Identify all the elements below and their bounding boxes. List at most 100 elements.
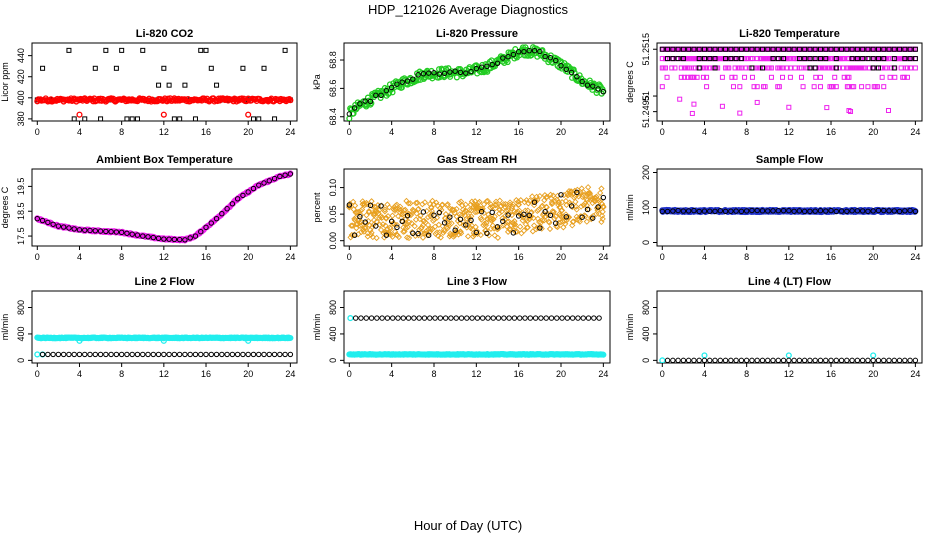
data-point: [171, 351, 178, 358]
data-point: [840, 65, 846, 71]
data-point: [403, 234, 411, 241]
data-point: [902, 208, 908, 214]
data-point: [807, 208, 813, 215]
y-axis-label: ml/min: [312, 314, 322, 341]
series-line2_black: [39, 351, 294, 358]
x-tick-label: 0: [35, 369, 40, 379]
data-point: [431, 70, 437, 76]
data-point: [770, 208, 776, 214]
data-point: [870, 65, 876, 71]
data-point: [447, 230, 454, 237]
data-point: [140, 233, 146, 239]
data-point: [134, 232, 141, 238]
data-layer: [346, 44, 607, 121]
data-point: [171, 116, 177, 121]
data-point: [664, 208, 671, 215]
data-point: [485, 315, 491, 321]
data-point: [355, 217, 362, 224]
data-point: [807, 56, 813, 62]
data-point: [830, 65, 836, 71]
data-point: [224, 206, 230, 212]
data-point: [500, 55, 506, 61]
data-point: [586, 190, 594, 198]
data-point: [402, 225, 409, 232]
data-point: [384, 315, 391, 321]
data-point: [441, 227, 448, 235]
data-point: [156, 82, 162, 88]
data-point: [749, 56, 755, 62]
data-point: [82, 351, 88, 358]
data-point: [870, 357, 876, 363]
data-point: [564, 315, 571, 321]
x-tick-label: 4: [389, 127, 394, 137]
data-point: [256, 116, 262, 121]
x-tick-label: 8: [119, 127, 124, 137]
data-point: [670, 56, 676, 62]
data-point: [97, 228, 104, 234]
data-point: [103, 228, 109, 235]
data-point: [841, 56, 847, 62]
panel-pressure: Li-820 Pressure kPa 0 4 8 12 16 20 24 68.4 68.6 68.…: [312, 28, 611, 137]
data-point: [171, 236, 178, 243]
data-point: [754, 207, 760, 214]
data-point: [418, 224, 425, 231]
data-point: [670, 357, 676, 363]
data-point: [570, 218, 577, 225]
y-tick-label: 0: [641, 240, 651, 245]
data-point: [213, 351, 220, 358]
data-point: [495, 225, 502, 232]
data-point: [383, 87, 390, 94]
data-point: [399, 218, 405, 224]
data-point: [600, 194, 607, 201]
data-point: [87, 351, 93, 358]
data-point: [691, 74, 697, 80]
data-point: [494, 60, 501, 66]
data-point: [119, 47, 125, 53]
data-point: [839, 46, 845, 52]
data-point: [108, 229, 114, 235]
x-tick-label: 4: [702, 127, 707, 137]
data-point: [287, 351, 294, 358]
data-point: [390, 220, 397, 227]
x-tick-label: 12: [159, 127, 169, 137]
plot-frame: [656, 42, 923, 122]
x-tick-label: 24: [598, 252, 608, 262]
data-point: [817, 46, 823, 52]
data-point: [71, 351, 77, 358]
data-point: [456, 199, 463, 206]
data-point: [372, 204, 380, 211]
data-point: [468, 68, 474, 75]
data-point: [464, 233, 472, 240]
data-point: [526, 197, 533, 204]
series-line3_black: [352, 315, 602, 321]
data-point: [505, 54, 511, 60]
data-point: [807, 65, 813, 71]
data-point: [823, 208, 829, 214]
data-point: [859, 357, 866, 363]
data-point: [436, 71, 442, 77]
series-temp_magenta: [659, 46, 918, 116]
data-point: [515, 198, 522, 205]
y-axis-label: degrees C: [0, 186, 10, 228]
y-tick-label: 68.6: [328, 80, 338, 98]
data-point: [477, 231, 484, 239]
data-point: [561, 217, 568, 225]
data-point: [166, 236, 172, 242]
data-point: [352, 209, 359, 216]
series-pressure_green: [346, 44, 607, 121]
x-tick-label: 24: [910, 252, 920, 262]
data-point: [452, 224, 460, 231]
data-point: [484, 230, 490, 237]
data-point: [833, 56, 839, 62]
data-point: [675, 207, 681, 214]
data-point: [478, 216, 485, 223]
data-point: [256, 182, 262, 188]
data-point: [182, 237, 188, 243]
data-point: [554, 315, 560, 321]
data-point: [92, 351, 98, 358]
y-axis-label: Licor ppm: [0, 62, 10, 102]
data-point: [458, 315, 465, 321]
series-ambient_magenta: [34, 170, 294, 244]
data-point: [712, 65, 718, 71]
data-layer: [34, 170, 294, 244]
